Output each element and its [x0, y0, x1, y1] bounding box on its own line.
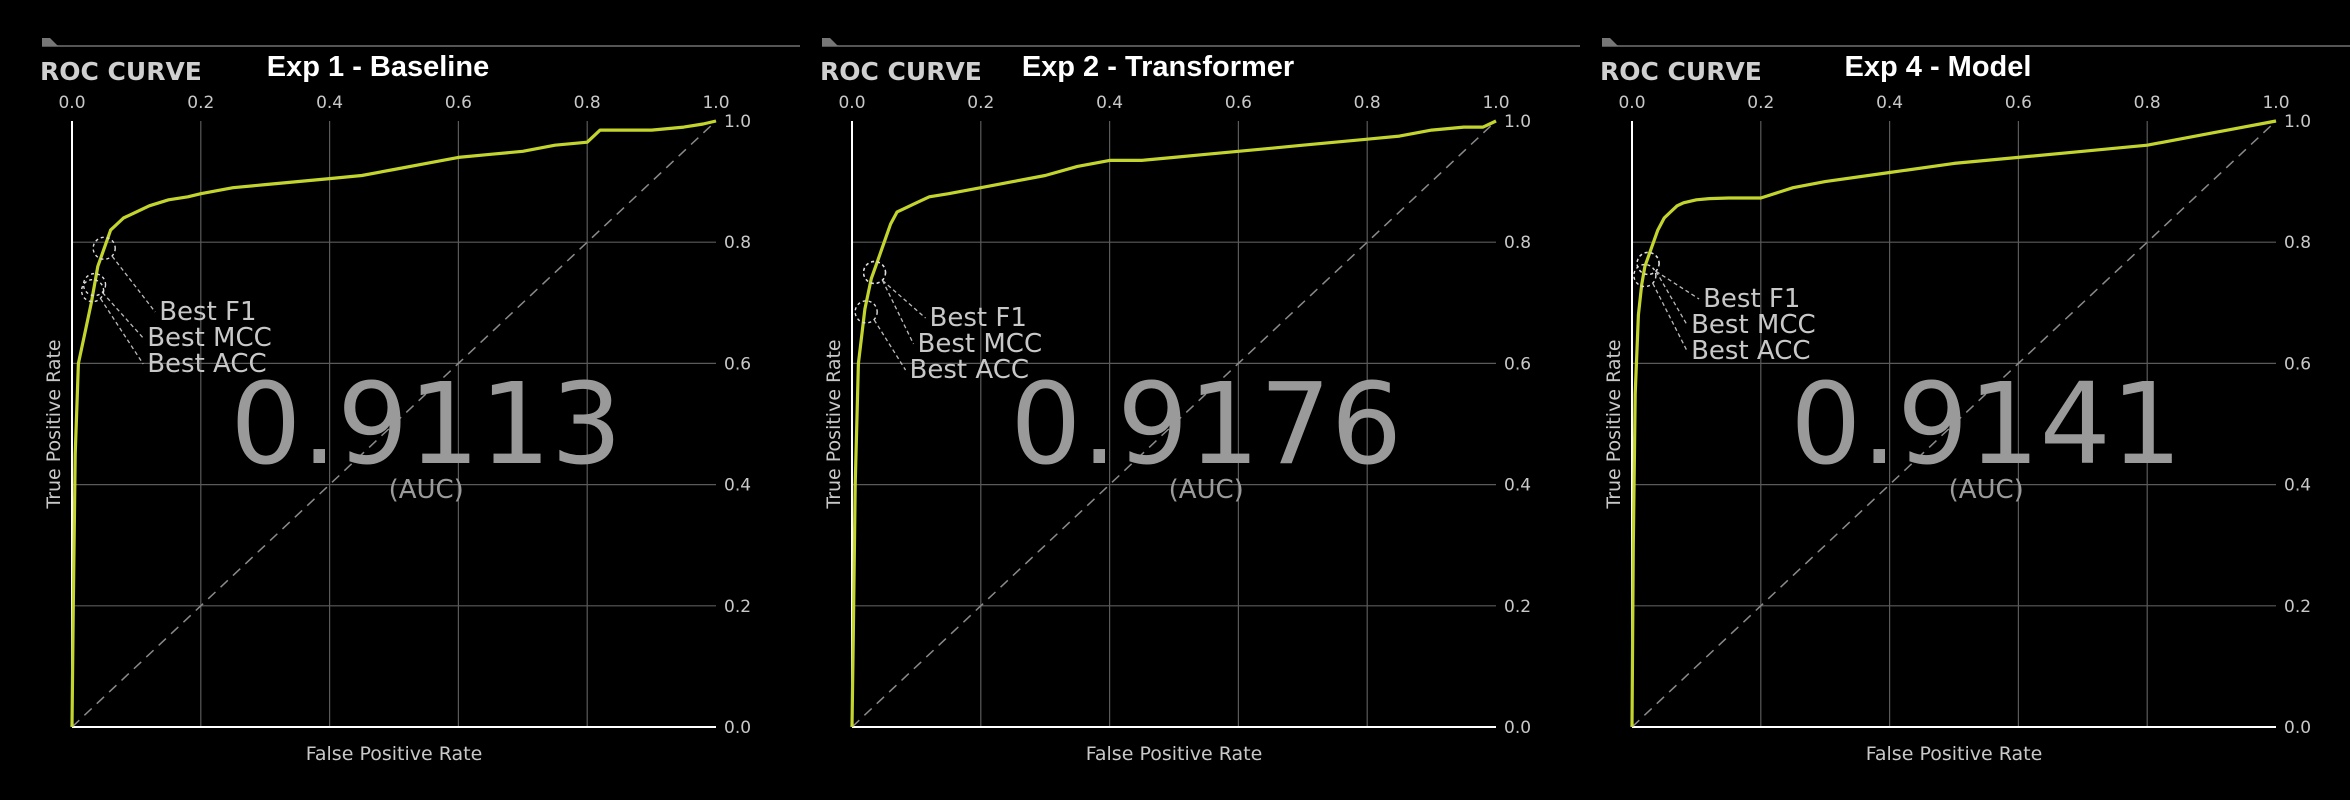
grid: [72, 121, 716, 727]
y-tick-label: 0.0: [724, 718, 751, 738]
y-tick-label: 0.8: [1504, 233, 1531, 253]
annotation-marker: [92, 236, 116, 260]
y-tick-label: 0.8: [724, 233, 751, 253]
annotation-label: Best MCC: [147, 323, 272, 353]
x-tick-label: 0.2: [187, 93, 214, 113]
annotation-marker: [80, 278, 105, 303]
annotation-label: Best ACC: [1691, 336, 1810, 366]
x-tick-label: 1.0: [1482, 93, 1509, 113]
annotation-label: Best ACC: [910, 355, 1029, 385]
annotation-label: Best F1: [930, 303, 1027, 333]
y-tick-label: 1.0: [2284, 112, 2311, 132]
x-axis-label: False Positive Rate: [306, 743, 483, 765]
x-tick-label: 0.8: [2134, 93, 2161, 113]
y-tick-label: 0.8: [2284, 233, 2311, 253]
x-axis-label: False Positive Rate: [1086, 743, 1263, 765]
header-tab: [822, 38, 838, 46]
annotation-marker: [82, 272, 107, 297]
x-tick-label: 0.8: [1354, 93, 1381, 113]
y-tick-label: 0.6: [2284, 354, 2311, 374]
y-axis-label: True Positive Rate: [823, 339, 845, 509]
header-tab: [1602, 38, 1618, 46]
annotation-label: Best MCC: [1691, 310, 1816, 340]
roc-badge: ROC CURVE: [820, 57, 982, 86]
annotation-leader: [881, 280, 915, 345]
chart-title: Exp 2 - Transformer: [1022, 51, 1294, 83]
y-axis-label: True Positive Rate: [43, 339, 65, 509]
y-tick-label: 0.2: [724, 597, 751, 617]
grid: [852, 121, 1496, 727]
auc-label: (AUC): [1949, 475, 2024, 505]
auc-value: 0.9113: [230, 360, 622, 490]
annotation-marker: [862, 260, 887, 285]
y-tick-label: 0.6: [724, 354, 751, 374]
annotation-leader: [111, 255, 156, 313]
annotation-label: Best F1: [1703, 284, 1800, 314]
y-tick-label: 0.2: [1504, 597, 1531, 617]
x-tick-label: 0.8: [574, 93, 601, 113]
y-tick-label: 1.0: [724, 112, 751, 132]
y-tick-label: 0.6: [1504, 354, 1531, 374]
y-tick-label: 0.2: [2284, 597, 2311, 617]
annotation-leader: [1652, 283, 1688, 352]
chart-title: Exp 1 - Baseline: [267, 51, 489, 83]
annotation-leader: [100, 298, 144, 365]
x-axis-label: False Positive Rate: [1866, 743, 2043, 765]
y-tick-label: 0.0: [2284, 718, 2311, 738]
roc-curve-line: [1630, 119, 2277, 728]
x-tick-label: 0.2: [967, 93, 994, 113]
x-tick-label: 0.4: [1876, 93, 1903, 113]
auc-label: (AUC): [1169, 475, 1244, 505]
annotation-label: Best F1: [159, 297, 256, 327]
x-tick-label: 0.6: [2005, 93, 2032, 113]
y-axis-label: True Positive Rate: [1603, 339, 1625, 509]
y-tick-label: 0.4: [724, 476, 751, 496]
roc-curve-line: [70, 119, 717, 728]
x-tick-label: 1.0: [702, 93, 729, 113]
annotation-leader: [882, 280, 926, 319]
y-tick-label: 0.4: [2284, 476, 2311, 496]
auc-value: 0.9176: [1010, 360, 1402, 490]
auc-label: (AUC): [389, 475, 464, 505]
roc-panel-1: ROC CURVE Exp 1 - Baseline 0.0 0.2 0.4 0.6 0.8…: [40, 38, 800, 765]
x-tick-label: 0.6: [445, 93, 472, 113]
y-tick-label: 0.0: [1504, 718, 1531, 738]
roc-badge: ROC CURVE: [1600, 57, 1762, 86]
roc-panel-2: ROC CURVE Exp 2 - Transformer 0.0 0.2 0.4 0.6…: [820, 38, 1580, 765]
grid: [1632, 121, 2276, 727]
chart-title: Exp 4 - Model: [1845, 51, 2032, 83]
annotation-marker: [1636, 251, 1660, 276]
auc-value: 0.9141: [1790, 360, 2182, 490]
annotation-label: Best MCC: [918, 329, 1043, 359]
y-tick-label: 1.0: [1504, 112, 1531, 132]
chance-diagonal: [851, 120, 1497, 728]
x-tick-label: 0.0: [1618, 93, 1645, 113]
chance-diagonal: [71, 120, 717, 728]
annotation-marker: [1633, 263, 1657, 288]
roc-panel-3: ROC CURVE Exp 4 - Model 0.0 0.2 0.4 0.6 0.8 1.0…: [1600, 38, 2350, 765]
roc-badge: ROC CURVE: [40, 57, 202, 86]
annotation-leader: [1655, 270, 1700, 300]
annotation-leader: [873, 319, 907, 371]
x-tick-label: 0.0: [838, 93, 865, 113]
header-tab: [42, 38, 58, 46]
roc-curve-line: [850, 119, 1497, 728]
annotation-marker: [854, 300, 878, 324]
x-tick-label: 0.2: [1747, 93, 1774, 113]
y-tick-label: 0.4: [1504, 476, 1531, 496]
annotation-leader: [1655, 271, 1688, 326]
x-tick-label: 0.4: [316, 93, 343, 113]
x-tick-label: 0.0: [58, 93, 85, 113]
annotation-leader: [102, 292, 144, 339]
annotation-label: Best ACC: [147, 349, 266, 379]
x-tick-label: 0.6: [1225, 93, 1252, 113]
x-tick-label: 0.4: [1096, 93, 1123, 113]
x-tick-label: 1.0: [2262, 93, 2289, 113]
chance-diagonal: [1631, 120, 2277, 728]
